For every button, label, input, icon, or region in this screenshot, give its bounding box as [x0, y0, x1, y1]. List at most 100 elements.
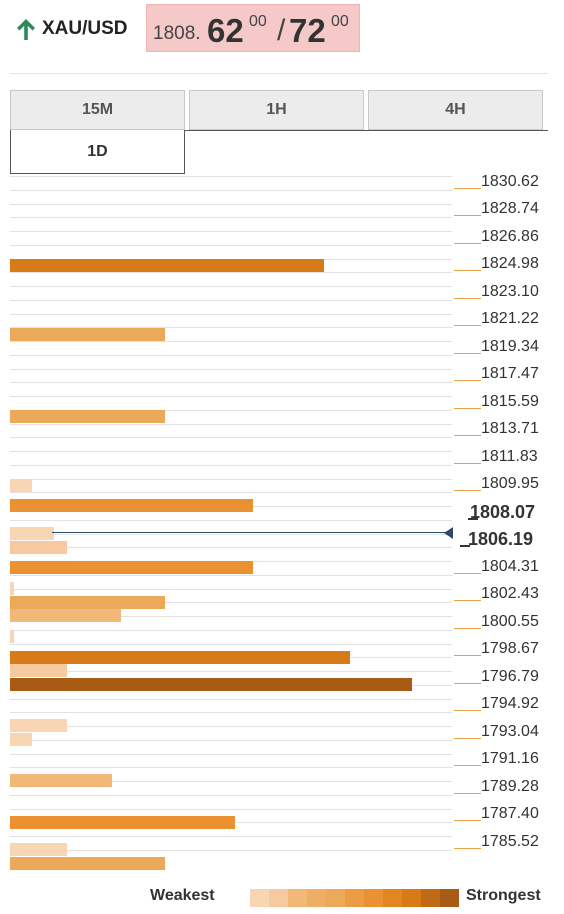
- confluence-bar: [10, 651, 350, 664]
- confluence-bar: [10, 733, 32, 746]
- tab-bar-underline: [185, 130, 548, 131]
- confluence-bar: [10, 499, 253, 512]
- axis-tick: [454, 325, 481, 326]
- price-level-label: 1823.10: [481, 283, 539, 300]
- axis-tick: [454, 188, 481, 189]
- price-level-label: 1800.55: [481, 613, 539, 630]
- grid-line: [10, 314, 452, 315]
- price-level-label: 1824.98: [481, 255, 539, 272]
- confluence-bar: [10, 843, 67, 856]
- price-level-label: 1802.43: [481, 585, 539, 602]
- price-level-label: 1796.79: [481, 668, 539, 685]
- price-level-label: 1830.62: [481, 173, 539, 190]
- price-level-label: 1806.19: [468, 529, 534, 549]
- price-level-label: 1798.67: [481, 640, 539, 657]
- confluence-bar: [10, 328, 165, 341]
- grid-line: [10, 534, 452, 535]
- price-level-label: 1819.34: [481, 338, 539, 355]
- axis-tick: [468, 518, 478, 520]
- grid-line: [10, 575, 452, 576]
- current-price-marker: [444, 527, 453, 539]
- grid-line: [10, 396, 452, 397]
- grid-line: [10, 795, 452, 796]
- legend-swatch: [288, 889, 307, 907]
- legend-swatch: [326, 889, 345, 907]
- legend-swatch: [269, 889, 288, 907]
- confluence-bar: [10, 816, 235, 829]
- axis-tick: [454, 353, 481, 354]
- confluence-bar: [10, 664, 67, 677]
- price-level-label: 1794.92: [481, 695, 539, 712]
- axis-tick: [454, 628, 481, 629]
- grid-line: [10, 671, 452, 672]
- price-level-label: 1813.71: [481, 420, 539, 437]
- legend-swatch: [307, 889, 326, 907]
- grid-line: [10, 451, 452, 452]
- quote-separator: /: [277, 14, 286, 47]
- grid-line: [10, 547, 452, 548]
- grid-line: [10, 767, 452, 768]
- legend-swatch: [421, 889, 440, 907]
- confluence-bar: [10, 582, 14, 595]
- axis-tick: [454, 435, 481, 436]
- legend-color-scale: [250, 889, 459, 907]
- axis-tick: [454, 820, 481, 821]
- price-level-label: 1789.28: [481, 778, 539, 795]
- axis-tick: [454, 270, 481, 271]
- legend-swatch: [383, 889, 402, 907]
- legend-swatch: [440, 889, 459, 907]
- grid-line: [10, 204, 452, 205]
- confluence-bar: [10, 630, 14, 643]
- grid-line: [10, 781, 452, 782]
- grid-line: [10, 699, 452, 700]
- confluence-bar: [10, 479, 32, 492]
- confluence-bar: [10, 410, 165, 423]
- grid-line: [10, 341, 452, 342]
- header-divider: [10, 73, 548, 74]
- confluence-chart: 1830.62 1828.74 1826.86 1824.98 1823.10 1821.…: [10, 173, 539, 870]
- grid-line: [10, 327, 452, 328]
- axis-tick: [454, 710, 481, 711]
- axis-tick: [454, 573, 481, 574]
- grid-line: [10, 190, 452, 191]
- tab-4h[interactable]: 4H: [368, 90, 543, 130]
- price-level-label: 1808.07: [470, 502, 536, 522]
- grid-line: [10, 382, 452, 383]
- confluence-bar: [10, 609, 121, 622]
- grid-line: [10, 740, 452, 741]
- tab-15m[interactable]: 15M: [10, 90, 185, 130]
- price-level-label: 1809.95: [481, 475, 539, 492]
- legend-strongest-label: Strongest: [466, 887, 541, 904]
- confluence-bar: [10, 527, 54, 540]
- grid-line: [10, 176, 452, 177]
- current-price-line: [52, 532, 450, 533]
- axis-tick: [454, 380, 481, 381]
- axis-tick: [454, 738, 481, 739]
- axis-tick: [454, 408, 481, 409]
- legend-swatch: [250, 889, 269, 907]
- grid-line: [10, 589, 452, 590]
- price-level-label: 1785.52: [481, 833, 539, 850]
- axis-tick: [454, 463, 481, 464]
- tab-1h[interactable]: 1H: [189, 90, 364, 130]
- grid-line: [10, 520, 452, 521]
- legend-weakest-label: Weakest: [150, 887, 215, 904]
- grid-line: [10, 355, 452, 356]
- ask-pips: 72: [289, 12, 326, 49]
- grid-line: [10, 602, 452, 603]
- legend-swatch: [345, 889, 364, 907]
- grid-line: [10, 754, 452, 755]
- bid-base: 1808.: [153, 23, 201, 44]
- price-level-label: 1811.83: [481, 448, 538, 465]
- grid-line: [10, 479, 452, 480]
- legend-swatch: [402, 889, 421, 907]
- confluence-bar: [10, 561, 253, 574]
- arrow-up-icon: [17, 19, 35, 40]
- axis-tick: [454, 298, 481, 299]
- grid-line: [10, 644, 452, 645]
- axis-tick: [454, 243, 481, 244]
- grid-line: [10, 272, 452, 273]
- tab-1d[interactable]: 1D: [10, 130, 185, 174]
- bid-pips: 62: [207, 12, 244, 49]
- confluence-bar: [10, 678, 412, 691]
